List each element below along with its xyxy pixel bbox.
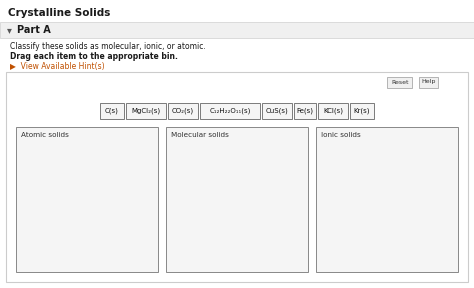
FancyBboxPatch shape xyxy=(6,72,468,282)
Text: Fe(s): Fe(s) xyxy=(297,108,313,114)
FancyBboxPatch shape xyxy=(16,127,158,272)
Text: C₁₂H₂₂O₁₁(s): C₁₂H₂₂O₁₁(s) xyxy=(210,108,251,114)
Text: Ionic solids: Ionic solids xyxy=(321,132,361,138)
FancyBboxPatch shape xyxy=(318,103,348,119)
Text: Atomic solids: Atomic solids xyxy=(21,132,69,138)
Text: C(s): C(s) xyxy=(105,108,119,114)
Text: Molecular solids: Molecular solids xyxy=(171,132,229,138)
Text: CO₂(s): CO₂(s) xyxy=(172,108,194,114)
FancyBboxPatch shape xyxy=(294,103,316,119)
Text: ▶  View Available Hint(s): ▶ View Available Hint(s) xyxy=(10,62,105,71)
Text: MgCl₂(s): MgCl₂(s) xyxy=(131,108,161,114)
FancyBboxPatch shape xyxy=(262,103,292,119)
Text: Help: Help xyxy=(422,79,436,84)
FancyBboxPatch shape xyxy=(168,103,198,119)
Text: Drag each item to the appropriate bin.: Drag each item to the appropriate bin. xyxy=(10,52,178,61)
FancyBboxPatch shape xyxy=(100,103,124,119)
Text: CuS(s): CuS(s) xyxy=(265,108,288,114)
Text: Reset: Reset xyxy=(391,79,409,84)
FancyBboxPatch shape xyxy=(419,77,438,88)
FancyBboxPatch shape xyxy=(350,103,374,119)
Text: Kr(s): Kr(s) xyxy=(354,108,370,114)
FancyBboxPatch shape xyxy=(316,127,458,272)
FancyBboxPatch shape xyxy=(166,127,308,272)
FancyBboxPatch shape xyxy=(388,77,412,88)
FancyBboxPatch shape xyxy=(126,103,166,119)
Text: Part A: Part A xyxy=(17,25,51,35)
Text: Crystalline Solids: Crystalline Solids xyxy=(8,8,110,18)
Text: Classify these solids as molecular, ionic, or atomic.: Classify these solids as molecular, ioni… xyxy=(10,42,206,51)
Text: ▾: ▾ xyxy=(7,25,12,35)
FancyBboxPatch shape xyxy=(0,22,474,38)
Text: KCl(s): KCl(s) xyxy=(323,108,343,114)
FancyBboxPatch shape xyxy=(200,103,260,119)
